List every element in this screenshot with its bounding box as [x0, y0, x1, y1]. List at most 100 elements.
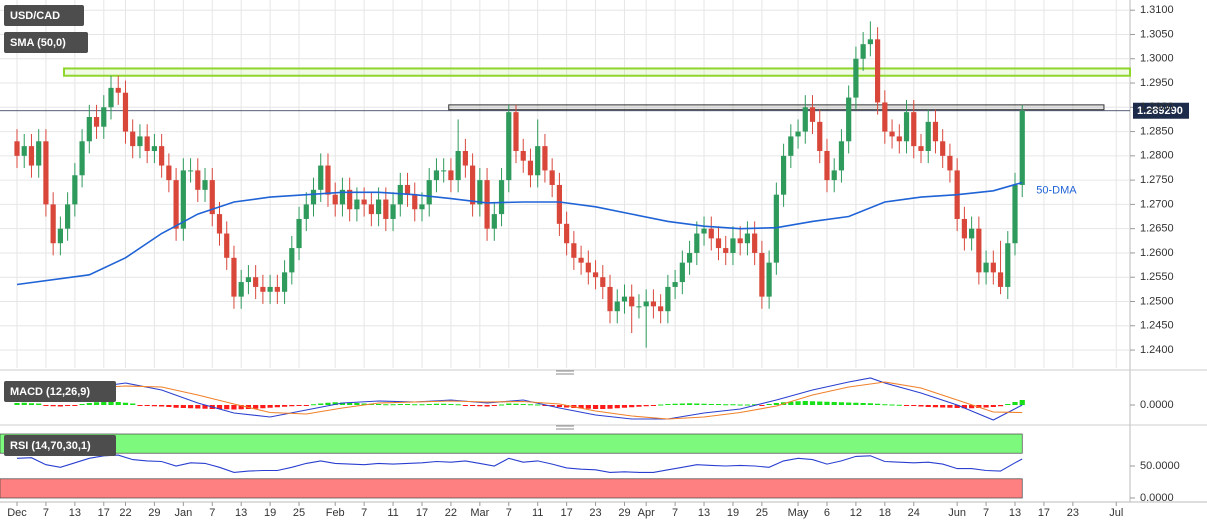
candle-body	[549, 170, 555, 185]
x-tick-label: 17	[561, 507, 573, 519]
macd-histogram-bar	[600, 405, 606, 409]
candle-body	[28, 146, 35, 166]
candle-body	[817, 121, 823, 151]
rsi-label: RSI (14,70,30,1)	[10, 440, 91, 452]
candle-body	[592, 272, 599, 278]
macd-histogram-bar	[14, 403, 20, 405]
macd-histogram-bar	[607, 405, 613, 409]
resize-handle[interactable]	[556, 370, 574, 375]
y-tick-label: 1.3050	[1140, 28, 1174, 40]
macd-histogram-bar	[455, 404, 461, 406]
candle-body	[838, 141, 845, 171]
candle-body	[57, 228, 63, 244]
macd-histogram-bar	[426, 404, 432, 405]
candle-body	[846, 97, 852, 142]
macd-histogram-bar	[231, 405, 237, 410]
macd-histogram-bar	[57, 405, 63, 407]
y-tick-label: 0.0000	[1140, 399, 1174, 411]
candle-body	[159, 146, 165, 166]
resize-handle[interactable]	[556, 425, 574, 430]
candle-body	[983, 262, 989, 273]
macd-histogram-bar	[354, 403, 360, 405]
candle-body	[130, 131, 136, 147]
candle-body	[332, 194, 338, 205]
candle-body	[455, 150, 461, 181]
macd-histogram-bar	[932, 405, 939, 408]
macd-histogram-bar	[578, 405, 584, 409]
macd-histogram-bar	[433, 403, 440, 405]
x-tick-label: 7	[672, 507, 678, 519]
macd-histogram-bar	[21, 402, 27, 405]
candle-body	[737, 238, 743, 244]
x-tick-label: 25	[756, 507, 768, 519]
candle-body	[65, 204, 71, 229]
y-tick-label: 1.2500	[1140, 295, 1174, 307]
candle-body	[368, 204, 374, 215]
macd-histogram-bar	[339, 402, 346, 405]
x-tick-label: May	[788, 507, 809, 519]
macd-histogram-bar	[86, 403, 92, 405]
macd-histogram-bar	[636, 405, 642, 407]
candle-body	[679, 262, 685, 283]
macd-histogram-bar	[535, 404, 541, 406]
y-tick-label: 50.0000	[1140, 460, 1180, 472]
indicator-line	[16, 454, 1023, 473]
candle-body	[802, 107, 808, 132]
macd-histogram-bar	[506, 403, 512, 405]
macd-histogram-bar	[166, 405, 172, 407]
macd-histogram-bar	[513, 403, 519, 405]
candle-body	[195, 170, 201, 190]
candle-body	[325, 165, 331, 195]
macd-histogram-bar	[151, 405, 158, 407]
macd-histogram-bar	[108, 401, 114, 405]
macd-histogram-bar	[679, 403, 685, 405]
y-tick-label: 1.3000	[1140, 53, 1174, 65]
candle-body	[231, 257, 237, 297]
macd-histogram-bar	[802, 401, 808, 405]
macd-histogram-bar	[809, 401, 816, 405]
macd-histogram-bar	[470, 405, 476, 406]
candle-body	[506, 112, 512, 181]
candle-body	[658, 306, 664, 312]
macd-histogram-bar	[766, 404, 772, 405]
macd-histogram-bar	[889, 404, 895, 406]
macd-histogram-bar	[28, 403, 35, 405]
candle-body	[889, 131, 895, 137]
macd-histogram-bar	[122, 402, 129, 405]
candle-body	[274, 286, 280, 292]
y-tick-label: 1.2750	[1140, 174, 1174, 186]
macd-histogram-bar	[43, 405, 49, 406]
x-tick-label: Jun	[948, 507, 966, 519]
y-tick-label: 1.2800	[1140, 150, 1174, 162]
macd-histogram-bar	[665, 404, 671, 405]
candle-body	[115, 87, 121, 93]
x-tick-label: 11	[387, 507, 398, 519]
x-tick-label: 22	[445, 507, 457, 519]
y-tick-label: 1.2400	[1140, 344, 1174, 356]
y-tick-label: 1.2950	[1140, 77, 1174, 89]
x-tick-label: 29	[618, 507, 630, 519]
candle-body	[122, 92, 129, 132]
candle-body	[216, 214, 223, 234]
macd-histogram-bar	[484, 405, 490, 407]
candle-body	[882, 102, 888, 132]
x-tick-label: 7	[506, 507, 512, 519]
macd-histogram-bar	[325, 402, 331, 405]
candle-body	[72, 175, 78, 205]
x-tick-label: 25	[293, 507, 305, 519]
macd-histogram-bar	[462, 405, 468, 406]
candle-body	[260, 286, 266, 292]
candle-body	[404, 184, 411, 195]
macd-histogram-bar	[477, 405, 483, 407]
candle-body	[477, 180, 483, 205]
x-tick-label: 7	[43, 507, 49, 519]
macd-histogram-bar	[860, 403, 866, 405]
macd-histogram-bar	[93, 402, 100, 405]
label-box	[4, 435, 116, 456]
candle-body	[527, 160, 534, 176]
macd-histogram-bar	[397, 404, 403, 405]
candle-body	[281, 272, 288, 292]
macd-histogram-bar	[853, 402, 859, 405]
candle-body	[1012, 184, 1018, 244]
